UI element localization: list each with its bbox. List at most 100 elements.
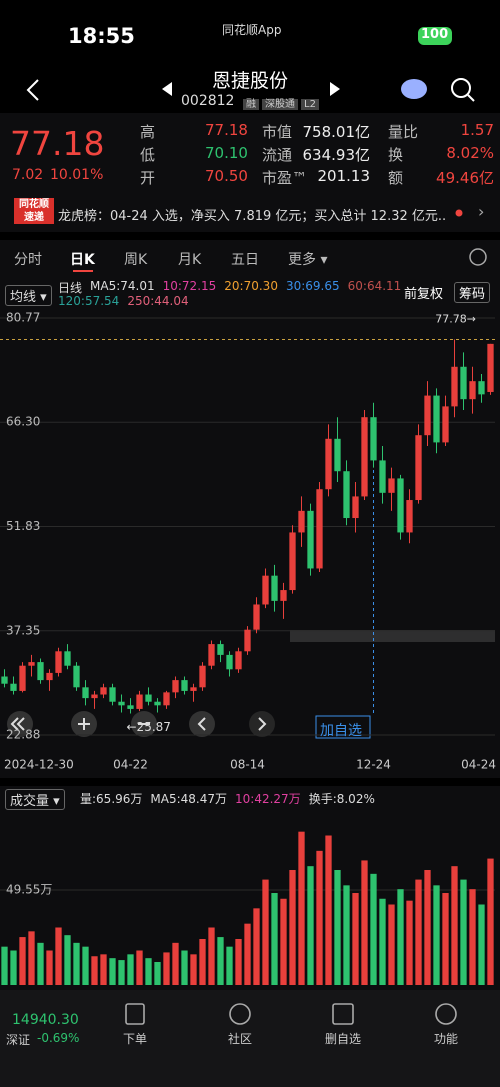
stat-label: 量比 bbox=[388, 123, 419, 141]
tab[interactable]: 五日 bbox=[231, 252, 259, 268]
volume-bar bbox=[208, 927, 215, 985]
volume-bar bbox=[433, 885, 440, 985]
tab[interactable]: 更多 ▾ bbox=[288, 252, 328, 268]
x-tick-label: 2024-12-30 bbox=[4, 758, 74, 772]
candle-body bbox=[379, 460, 386, 493]
stat-value: 77.18 bbox=[205, 121, 248, 139]
nav-icon[interactable] bbox=[332, 1003, 354, 1025]
candle-body bbox=[217, 644, 224, 655]
candle-body bbox=[37, 662, 44, 681]
y-tick-label: 49.55万 bbox=[6, 883, 52, 897]
volume-bar bbox=[469, 889, 476, 985]
back-icon[interactable] bbox=[26, 79, 39, 101]
stock-name: 恩捷股份 bbox=[211, 70, 288, 92]
y-tick-label: 22.88 bbox=[6, 728, 40, 742]
volume-bar bbox=[379, 898, 386, 985]
change: 7.02 bbox=[12, 167, 44, 183]
nav-item[interactable]: 下单 bbox=[122, 1032, 147, 1046]
add-watch-box[interactable] bbox=[315, 715, 371, 739]
annotation: ←25.87 bbox=[127, 720, 171, 734]
volume-bar bbox=[100, 954, 107, 985]
nav-icon[interactable] bbox=[435, 1003, 457, 1025]
tab[interactable]: 分时 bbox=[14, 252, 42, 268]
volume-bar bbox=[19, 937, 26, 985]
x-tick-label: 08-14 bbox=[230, 758, 265, 772]
search-icon bbox=[467, 94, 475, 102]
volume-bar bbox=[280, 898, 287, 985]
candle-body bbox=[19, 665, 26, 691]
settings-icon[interactable] bbox=[469, 248, 487, 266]
candle-body bbox=[361, 417, 368, 497]
candle-body bbox=[163, 692, 170, 706]
add-watch[interactable]: 加自选 bbox=[320, 723, 362, 739]
volume-bar bbox=[145, 958, 152, 985]
ma-selector-label: 均线 bbox=[10, 290, 37, 305]
logo-line: 同花顺 bbox=[19, 199, 49, 210]
volume-bar bbox=[163, 952, 170, 985]
candle-body bbox=[316, 489, 323, 569]
y-tick-label: 37.35 bbox=[6, 623, 40, 637]
price-band bbox=[290, 630, 495, 642]
candle-body bbox=[145, 694, 152, 702]
volume-bar bbox=[82, 946, 89, 985]
legend-item: MA5:74.01 bbox=[90, 279, 155, 293]
volume-bar bbox=[253, 908, 260, 985]
volume-bar bbox=[235, 939, 242, 985]
candle-body bbox=[280, 590, 287, 601]
candle-body bbox=[307, 510, 314, 569]
volume-bar bbox=[190, 954, 197, 985]
candle-body bbox=[352, 496, 359, 519]
control-button[interactable] bbox=[189, 711, 215, 737]
candle-body bbox=[1, 676, 8, 684]
candle-body bbox=[136, 694, 143, 709]
tab[interactable]: 日K bbox=[70, 252, 95, 268]
index-value: 14940.30 bbox=[12, 1012, 79, 1028]
adjust[interactable]: 前复权 bbox=[404, 287, 444, 302]
volume-selector[interactable]: 成交量 ▾ bbox=[5, 789, 65, 810]
change-pct: 10.01% bbox=[50, 167, 104, 183]
nav-item[interactable]: 功能 bbox=[433, 1032, 458, 1046]
y-tick-label: 80.77 bbox=[6, 311, 40, 325]
nav-icon[interactable] bbox=[125, 1003, 145, 1025]
volume-bar bbox=[478, 904, 485, 985]
x-tick-label: 04-22 bbox=[113, 758, 148, 772]
candle-body bbox=[226, 654, 233, 670]
volume-bar bbox=[262, 879, 269, 985]
legend-item: 10:72.15 bbox=[162, 279, 217, 293]
volume-bar bbox=[55, 927, 62, 985]
tab[interactable]: 周K bbox=[124, 252, 148, 268]
control-button[interactable] bbox=[7, 711, 33, 737]
control-icon bbox=[10, 717, 267, 731]
candle-body bbox=[46, 672, 53, 681]
legend-item: 30:69.65 bbox=[285, 279, 340, 293]
bottom-bg bbox=[0, 990, 500, 1087]
stat-value: 201.13 bbox=[317, 167, 371, 185]
volume-bar bbox=[136, 950, 143, 985]
candle-body bbox=[442, 406, 449, 443]
candle-body bbox=[10, 683, 17, 691]
candle-body bbox=[199, 665, 206, 688]
volume-bar bbox=[226, 946, 233, 985]
candle-body bbox=[469, 381, 476, 400]
search-icon[interactable] bbox=[451, 78, 471, 98]
tag: L2 bbox=[301, 99, 319, 110]
news-more[interactable]: › bbox=[478, 202, 485, 221]
candle-body bbox=[55, 651, 62, 673]
logo-line: 速递 bbox=[24, 212, 44, 223]
legend-item: 10:42.27万 bbox=[235, 792, 301, 806]
nav-item[interactable]: 社区 bbox=[227, 1032, 252, 1046]
candle-body bbox=[334, 438, 341, 472]
nav-icon[interactable] bbox=[229, 1003, 251, 1025]
candle-body bbox=[325, 438, 332, 490]
robot-icon[interactable] bbox=[401, 79, 427, 99]
candle-body bbox=[271, 575, 278, 601]
tab[interactable]: 月K bbox=[178, 252, 202, 268]
news-text[interactable]: 龙虎榜：04-24 入选，净买入 7.819 亿元；买入总计 12.32 亿元.… bbox=[58, 209, 446, 224]
control-button[interactable] bbox=[249, 711, 275, 737]
nav-item[interactable]: 删自选 bbox=[324, 1032, 361, 1046]
volume-bar bbox=[199, 939, 206, 985]
candle-body bbox=[289, 532, 296, 591]
volume-bar bbox=[289, 870, 296, 985]
ma-selector[interactable]: 均线 ▾ bbox=[5, 285, 52, 306]
chips[interactable]: 筹码 bbox=[454, 282, 491, 303]
